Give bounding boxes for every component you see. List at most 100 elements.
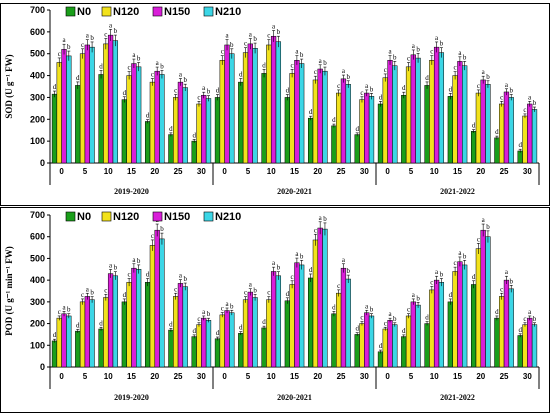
significance-letter: b: [416, 294, 420, 302]
bar-n150-15: [410, 54, 416, 164]
bar-n210-5: [182, 286, 188, 368]
significance-letter: b: [137, 257, 141, 265]
x-group-label: 2019-2020: [114, 393, 149, 402]
bar-n150-13: [364, 312, 370, 368]
bar-n150-19: [503, 279, 510, 368]
significance-letter: d: [472, 122, 476, 130]
y-tick-label: 700: [30, 5, 45, 15]
significance-letter: a: [62, 303, 66, 311]
bar-n120-11: [312, 79, 319, 164]
significance-letter: c: [221, 48, 224, 56]
bar-n120-7: [219, 314, 225, 368]
significance-letter: d: [449, 85, 453, 93]
bar-n150-1: [84, 44, 90, 164]
bar-n120-6: [196, 103, 202, 164]
bar-n0-1: [75, 85, 81, 164]
significance-letter: a: [295, 250, 299, 258]
significance-letter: d: [99, 63, 103, 71]
significance-letter: c: [104, 31, 107, 39]
bar-n150-20: [527, 103, 533, 164]
significance-letter: a: [458, 49, 462, 57]
bar-n150-13: [364, 92, 370, 164]
significance-letter: d: [262, 318, 266, 326]
x-tick-label: 30: [523, 372, 532, 381]
bar-n120-19: [499, 103, 505, 164]
significance-letter: a: [388, 310, 392, 318]
y-tick-label: 400: [30, 71, 45, 81]
x-tick-label: 5: [409, 372, 414, 381]
significance-letter: a: [202, 84, 206, 92]
significance-letter: a: [109, 21, 113, 29]
bar-n210-13: [368, 315, 375, 368]
significance-letter: c: [407, 306, 410, 314]
y-tick-label: 500: [30, 253, 45, 263]
bar-n0-16: [424, 85, 430, 164]
x-tick-label: 25: [337, 372, 346, 381]
bar-n0-17: [447, 301, 453, 368]
bar-n0-3: [121, 301, 127, 368]
bar-n150-14: [387, 320, 393, 368]
bar-n0-2: [98, 74, 104, 164]
significance-letter: c: [151, 232, 154, 240]
x-tick-label: 5: [83, 372, 88, 381]
legend-swatch-n150: [152, 6, 163, 17]
bar-n210-18: [485, 84, 491, 164]
y-tick-label: 200: [30, 319, 45, 329]
significance-letter: d: [76, 74, 80, 82]
bar-n210-4: [159, 238, 165, 368]
x-tick-label: 30: [197, 167, 206, 176]
significance-letter: c: [104, 286, 107, 294]
significance-letter: b: [207, 88, 211, 96]
bar-n120-13: [359, 99, 365, 164]
bar-n0-15: [401, 94, 407, 164]
significance-letter: b: [67, 306, 71, 314]
significance-letter: a: [412, 291, 416, 299]
bar-n210-12: [345, 84, 351, 164]
significance-letter: a: [295, 48, 299, 56]
significance-letter: c: [58, 308, 61, 316]
significance-letter: c: [197, 315, 200, 323]
significance-letter: c: [477, 82, 480, 90]
bar-n120-14: [382, 77, 388, 164]
x-tick-label: 10: [430, 167, 439, 176]
bar-n210-7: [229, 312, 235, 368]
bar-n210-3: [136, 269, 142, 368]
x-tick-label: 20: [476, 167, 485, 176]
y-tick-label: 400: [30, 275, 45, 285]
significance-letter: d: [286, 86, 290, 94]
bar-n0-12: [331, 313, 337, 368]
significance-letter: b: [463, 252, 467, 260]
significance-letter: a: [132, 51, 136, 59]
bar-n0-10: [284, 97, 290, 164]
significance-letter: d: [169, 320, 173, 328]
bar-n210-13: [368, 96, 375, 164]
bar-n120-3: [126, 75, 132, 164]
significance-letter: a: [342, 67, 346, 75]
y-tick-label: 100: [30, 340, 45, 350]
x-tick-label: 10: [267, 372, 276, 381]
significance-letter: c: [454, 64, 457, 72]
x-tick-label: 15: [127, 167, 136, 176]
bar-n150-14: [387, 60, 393, 164]
bar-n120-15: [405, 315, 412, 368]
significance-letter: a: [435, 34, 439, 42]
bar-n150-9: [270, 271, 277, 368]
significance-letter: d: [495, 128, 499, 136]
bar-n0-7: [214, 97, 221, 164]
bar-n210-11: [322, 70, 328, 164]
significance-letter: c: [244, 289, 247, 297]
bar-n210-6: [205, 98, 212, 164]
bar-n210-16: [438, 52, 445, 164]
x-tick-label: 5: [246, 167, 251, 176]
bar-n150-8: [247, 291, 253, 368]
bar-n150-1: [84, 296, 90, 368]
significance-letter: c: [267, 289, 270, 297]
significance-letter: d: [239, 70, 243, 78]
bar-n150-4: [154, 229, 160, 368]
x-tick-label: 5: [409, 167, 414, 176]
significance-letter: a: [505, 81, 509, 89]
y-tick-label: 700: [30, 210, 45, 220]
significance-letter: a: [412, 42, 416, 50]
significance-letter: a: [225, 300, 229, 308]
